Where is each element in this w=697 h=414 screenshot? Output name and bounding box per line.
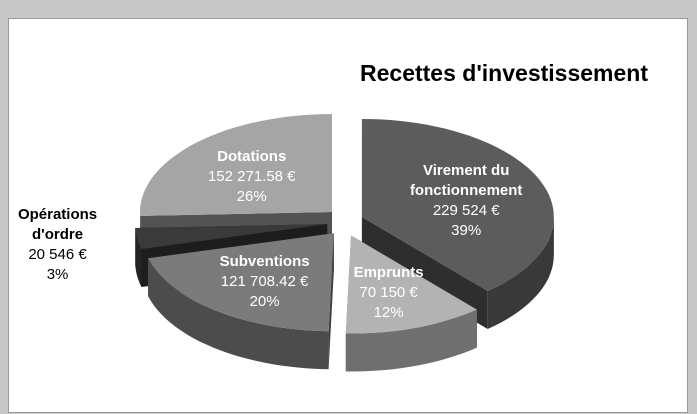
slice	[345, 235, 477, 334]
data-label: Virement du fonctionnement 229 524 € 39%	[391, 161, 541, 241]
category-label: Virement du fonctionnement	[409, 162, 523, 200]
category-label: Dotations	[217, 147, 287, 165]
category-label: Subventions	[219, 252, 310, 270]
chart-title: Recettes d'investissement	[360, 60, 648, 86]
slice	[135, 224, 328, 249]
percent-label: 12%	[373, 304, 404, 322]
amount-label: 229 524 €	[432, 202, 500, 220]
data-label: Emprunts 70 150 € 12%	[314, 263, 464, 323]
slice-side	[487, 217, 554, 329]
amount-label: 70 150 €	[359, 284, 418, 302]
data-label: Subventions 121 708.42 € 20%	[190, 252, 340, 312]
category-label: Opérations d'ordre	[17, 205, 98, 243]
data-label: Dotations 152 271.58 € 26%	[177, 147, 327, 207]
slice	[148, 233, 334, 332]
amount-label: 152 271.58 €	[207, 167, 296, 185]
percent-label: 3%	[46, 265, 69, 283]
slice-side	[135, 228, 142, 287]
amount-label: 121 708.42 €	[220, 272, 309, 290]
category-label: Emprunts	[353, 264, 424, 282]
percent-label: 39%	[451, 222, 482, 240]
percent-label: 26%	[236, 187, 267, 205]
percent-label: 20%	[249, 292, 280, 310]
slice	[140, 114, 333, 216]
amount-label: 20 546 €	[28, 245, 87, 263]
data-label: Opérations d'ordre 20 546 € 3%	[8, 205, 108, 285]
slice-side	[345, 309, 477, 372]
slice-side	[148, 258, 329, 370]
slice	[361, 119, 554, 291]
